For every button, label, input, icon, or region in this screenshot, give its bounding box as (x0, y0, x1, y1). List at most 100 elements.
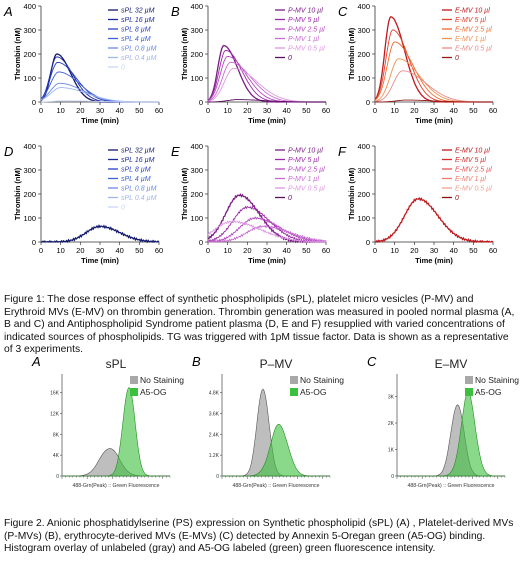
thrombin-chart-a: A 0 100 200 300 400 0 10 20 30 40 50 60 Time (min) Thr… (3, 2, 163, 125)
y-tick-label: 300 (190, 166, 203, 175)
series-line (207, 205, 327, 243)
histogram-title: sPL (106, 357, 127, 371)
y-tick-label: 200 (357, 50, 370, 59)
y-axis-label: Thrombin (nM) (347, 167, 356, 220)
legend-swatch (130, 388, 138, 396)
y-tick-label: 400 (23, 142, 36, 151)
y-axis-label: Thrombin (nM) (13, 167, 22, 220)
legend-entry: sPL 0.4 µM (121, 55, 157, 62)
y-axis-label: Thrombin (nM) (180, 167, 189, 220)
x-tick-label: 0 (39, 106, 43, 115)
no-staining-histogram (397, 404, 505, 477)
legend-entry: A5-OG (475, 387, 501, 397)
legend-entry: 0 (288, 55, 292, 62)
series-line (40, 87, 159, 103)
x-tick-label: 60 (155, 106, 163, 115)
legend-entry: E-MV 0.5 µl (455, 46, 492, 53)
x-tick-label: 60 (155, 246, 163, 255)
y-tick-label: 0 (32, 98, 36, 107)
panel-letter: C (338, 4, 348, 19)
series-line (375, 99, 493, 103)
legend-entry: E-MV 5 µl (455, 157, 486, 164)
x-tick-label: 60 (322, 106, 330, 115)
x-tick-label: 30 (96, 246, 104, 255)
x-tick-label: 30 (430, 106, 438, 115)
x-tick-label: 0 (373, 106, 377, 115)
series-line (374, 70, 493, 103)
thrombin-chart-c: C 0 100 200 300 400 0 10 20 30 40 50 60 Time (min) Thr… (338, 2, 497, 125)
legend-entry: No Staining (300, 375, 344, 385)
y-tick-label: 0 (366, 98, 370, 107)
x-tick-label: 20 (243, 106, 251, 115)
x-tick-label: 50 (135, 246, 143, 255)
legend-entry: P-MV 1 µl (288, 36, 319, 43)
series-line (207, 216, 327, 243)
legend-entry: sPL 4 µM (121, 36, 151, 43)
y-tick-label: 300 (357, 26, 370, 35)
x-tick-label: 20 (410, 106, 418, 115)
panel-letter: A (3, 4, 13, 19)
x-tick-label: 50 (469, 246, 477, 255)
x-tick-label: 60 (489, 106, 497, 115)
series-line (41, 224, 160, 244)
y-tick-label: 400 (190, 2, 203, 11)
legend-entry: P-MV 5 µl (288, 17, 319, 24)
y-tick-label: 0 (366, 238, 370, 247)
y-tick-label: 100 (190, 214, 203, 223)
legend-entry: A5-OG (140, 387, 166, 397)
legend-entry: E-MV 0.5 µl (455, 186, 492, 193)
panel-letter: E (171, 144, 180, 159)
x-tick-label: 10 (390, 246, 398, 255)
y-tick-label: 0 (56, 474, 59, 480)
panel-letter: F (338, 144, 347, 159)
y-tick-label: 3.6K (209, 411, 220, 417)
y-tick-label: 200 (23, 50, 36, 59)
x-axis-label: 488-Grn(Peak) :: Green Fluorescence (72, 483, 159, 489)
series-line (40, 56, 159, 103)
legend-entry: P-MV 2.5 µl (288, 27, 325, 34)
legend-entry: P-MV 2.5 µl (288, 167, 325, 174)
y-tick-label: 0 (199, 238, 203, 247)
legend-swatch (290, 388, 298, 396)
figure1-caption: Figure 1: The dose response effect of sy… (4, 294, 515, 356)
x-axis-label: 488-Grn(Peak) :: Green Fluorescence (232, 483, 319, 489)
x-tick-label: 50 (469, 106, 477, 115)
y-tick-label: 16K (50, 391, 60, 397)
a5-og-histogram (62, 387, 170, 477)
y-tick-label: 0 (391, 474, 394, 480)
x-tick-label: 20 (76, 106, 84, 115)
y-axis-label: Thrombin (nM) (13, 27, 22, 80)
legend-swatch (465, 376, 473, 384)
x-tick-label: 0 (206, 106, 210, 115)
legend-entry: sPL 16 µM (121, 157, 155, 164)
y-tick-label: 4.8K (209, 391, 220, 397)
y-tick-label: 100 (190, 74, 203, 83)
legend-entry: P-MV 10 µl (288, 148, 323, 155)
y-tick-label: 2.4K (209, 432, 220, 438)
x-tick-label: 30 (96, 106, 104, 115)
legend-entry: 0 (455, 55, 459, 62)
legend-entry: E-MV 1 µl (455, 176, 486, 183)
panel-letter: A (31, 354, 41, 369)
y-tick-label: 200 (357, 190, 370, 199)
x-tick-label: 40 (282, 246, 290, 255)
y-tick-label: 0 (199, 98, 203, 107)
legend-entry: sPL 32 µM (121, 8, 155, 15)
legend-entry: P-MV 10 µl (288, 8, 323, 15)
x-tick-label: 60 (489, 246, 497, 255)
thrombin-chart-e: E 0 100 200 300 400 0 10 20 30 40 50 60 Time (min) Thr… (171, 142, 330, 265)
x-axis-label: Time (min) (81, 116, 119, 125)
legend-entry: sPL 0.8 µM (121, 186, 157, 193)
x-tick-label: 60 (322, 246, 330, 255)
legend-entry: E-MV 2.5 µl (455, 27, 492, 34)
y-tick-label: 4K (53, 453, 60, 459)
x-tick-label: 10 (390, 106, 398, 115)
x-axis-label: Time (min) (248, 116, 286, 125)
y-tick-label: 200 (190, 190, 203, 199)
x-axis-label: Time (min) (415, 256, 453, 265)
series-line (207, 61, 326, 103)
x-tick-label: 30 (263, 106, 271, 115)
